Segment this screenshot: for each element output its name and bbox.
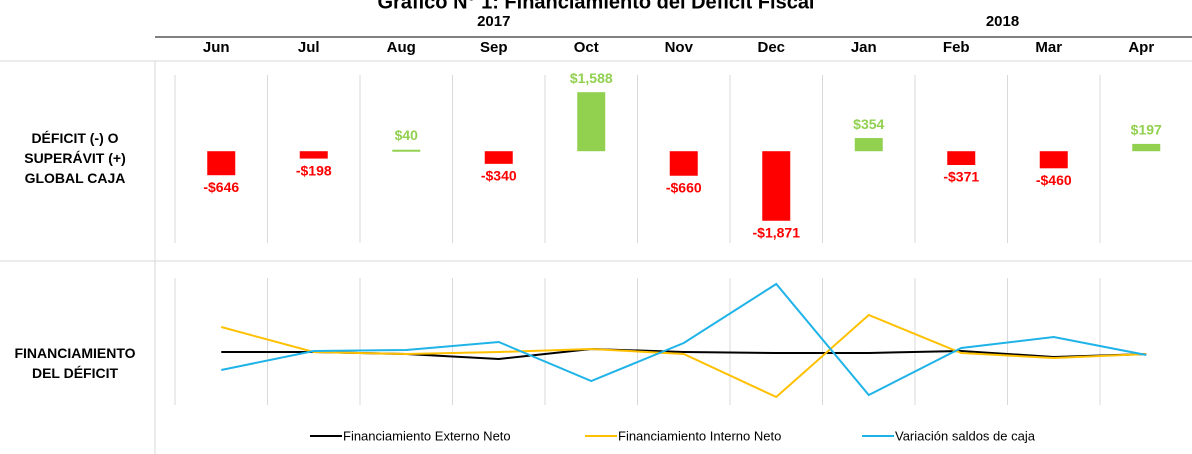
bar: [577, 92, 606, 152]
data-label: $354: [853, 116, 884, 132]
bar: [392, 149, 421, 152]
bar: [207, 151, 236, 176]
month-label: Jan: [851, 39, 877, 56]
bar: [762, 151, 791, 221]
month-label: Jun: [203, 39, 230, 56]
line-series: [220, 313, 1147, 399]
month-label: Oct: [574, 39, 599, 56]
data-label: -$1,871: [753, 224, 801, 240]
chart-title: Gráfico N° 1: Financiamiento del Déficit…: [378, 0, 815, 13]
data-label: -$371: [943, 169, 979, 185]
bar: [484, 151, 513, 164]
data-label: -$646: [203, 179, 239, 195]
data-label: $1,588: [570, 70, 613, 86]
month-label: Dec: [757, 39, 785, 56]
legend-label: Variación saldos de caja: [895, 428, 1036, 443]
bar: [669, 151, 698, 176]
month-label: Mar: [1035, 39, 1062, 56]
month-label: Nov: [665, 39, 694, 56]
year-label: 2017: [477, 13, 510, 30]
row-label: DÉFICIT (-) O SUPERÁVIT (+) GLOBAL CAJA: [24, 130, 126, 186]
bar: [947, 151, 976, 165]
line-series: [221, 282, 1147, 397]
legend-label: Financiamiento Externo Neto: [343, 428, 511, 443]
bar: [299, 151, 328, 159]
month-label: Feb: [943, 39, 970, 56]
month-label: Jul: [298, 39, 320, 56]
month-label: Apr: [1128, 39, 1154, 56]
month-label: Aug: [387, 39, 416, 56]
bar: [1039, 151, 1068, 169]
data-label: -$198: [296, 162, 332, 178]
month-label: Sep: [480, 39, 508, 56]
data-label: $40: [395, 127, 419, 143]
data-label: $197: [1131, 122, 1162, 138]
bar: [854, 138, 883, 152]
data-label: -$460: [1036, 172, 1072, 188]
year-label: 2018: [986, 13, 1019, 30]
row-label: FINANCIAMIENTO DEL DÉFICIT: [14, 345, 136, 381]
bar: [1132, 143, 1161, 152]
data-label: -$660: [666, 179, 702, 195]
legend-label: Financiamiento Interno Neto: [618, 428, 781, 443]
data-label: -$340: [481, 168, 517, 184]
